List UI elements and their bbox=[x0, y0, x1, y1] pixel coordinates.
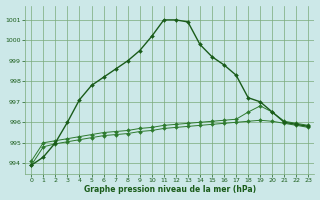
X-axis label: Graphe pression niveau de la mer (hPa): Graphe pression niveau de la mer (hPa) bbox=[84, 185, 256, 194]
